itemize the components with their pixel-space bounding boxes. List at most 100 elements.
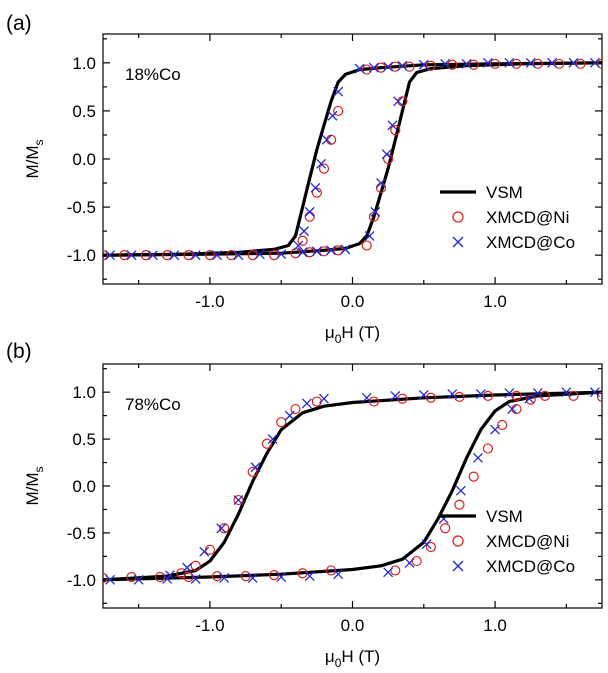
legend-swatch-ni (452, 211, 464, 223)
xmcd-co-point (393, 96, 404, 107)
y-tick-label: 1.0 (72, 383, 96, 402)
xmcd-ni-point (290, 403, 301, 415)
xmcd-co-point (340, 244, 351, 255)
chart-panel-1: (b) -1.0 0.0 1.0 -1.0 -0.5 0.0 0.5 1.0 μ0H (T) M/M… (6, 340, 603, 670)
xmcd-ni-point (390, 125, 401, 136)
composition-annotation: 78%Co (125, 395, 181, 414)
xmcd-co-point (447, 389, 458, 399)
panel-label: (b) (6, 340, 32, 363)
legend-label: XMCD@Ni (486, 532, 569, 551)
xmcd-ni-point (318, 246, 330, 257)
xmcd-ni-point (190, 560, 201, 571)
y-tick-label: -0.5 (67, 524, 96, 543)
x-axis-label: μ0H (T) (325, 323, 380, 346)
xmcd-co-point (169, 250, 180, 261)
xmcd-co-point (383, 567, 394, 578)
xmcd-co-point (524, 393, 535, 404)
xmcd-co-point (304, 206, 315, 217)
xmcd-co-point (254, 249, 265, 260)
legend-swatch-co (452, 236, 464, 248)
chart-panel-0: (a) -1.0 0.0 1.0 -1.0 -0.5 0.0 0.5 1.0 μ0H (T) M/M… (6, 12, 603, 346)
xmcd-co-point (233, 495, 244, 506)
xmcd-co-point (507, 404, 518, 415)
xmcd-co-point (376, 178, 386, 188)
xmcd-co-point (354, 63, 365, 74)
plot-area (103, 57, 602, 261)
xmcd-ni-point (497, 419, 508, 431)
xmcd-co-point (504, 388, 515, 399)
legend-label: XMCD@Co (486, 233, 575, 252)
xmcd-co-point (267, 434, 278, 445)
xmcd-ni-point (525, 394, 536, 405)
vsm-line-descending (103, 390, 602, 582)
xmcd-ni-point (390, 565, 401, 576)
xmcd-co-point (133, 574, 144, 585)
xmcd-co-point (299, 226, 309, 237)
xmcd-co-point (404, 557, 415, 568)
y-tick-label: -0.5 (67, 198, 96, 217)
y-axis-label: M/Ms (23, 139, 46, 178)
xmcd-co-point (589, 387, 600, 398)
xmcd-ni-point (440, 523, 451, 534)
xmcd-ni-point (103, 250, 109, 261)
xmcd-co-point (504, 57, 515, 68)
xmcd-co-point (370, 206, 381, 217)
xmcd-ni-point (447, 59, 458, 70)
xmcd-co-point (105, 250, 116, 261)
xmcd-ni-point (383, 153, 394, 165)
xmcd-ni-point (489, 58, 501, 69)
xmcd-ni-point (404, 61, 415, 72)
xmcd-co-point (475, 389, 486, 399)
xmcd-co-point (383, 61, 394, 72)
x-axis-label: μ0H (T) (325, 647, 380, 668)
xmcd-co-point (473, 452, 483, 463)
xmcd-co-point (190, 573, 201, 584)
xmcd-ni-point (261, 438, 273, 449)
y-tick-label: 0.0 (72, 150, 96, 169)
xmcd-co-point (418, 59, 429, 70)
x-tick-label: -1.0 (195, 292, 224, 311)
xmcd-ni-point (425, 541, 437, 553)
xmcd-ni-point (390, 61, 401, 72)
xmcd-ni-point (511, 403, 522, 415)
xmcd-co-point (461, 58, 472, 69)
xmcd-co-point (364, 230, 375, 241)
xmcd-co-point (321, 134, 332, 145)
xmcd-co-point (216, 523, 227, 534)
xmcd-co-point (326, 245, 337, 256)
xmcd-co-point (333, 569, 344, 580)
xmcd-co-point (247, 573, 258, 583)
xmcd-co-point (276, 249, 287, 260)
xmcd-co-point (297, 247, 308, 258)
xmcd-co-point (327, 110, 338, 121)
xmcd-co-point (482, 57, 493, 68)
xmcd-co-point (333, 86, 344, 97)
xmcd-co-point (532, 388, 543, 399)
xmcd-co-point (293, 240, 304, 251)
xmcd-co-point (105, 574, 116, 585)
xmcd-co-point (212, 250, 223, 261)
xmcd-co-point (547, 57, 558, 68)
y-tick-label: -1.0 (67, 246, 96, 265)
x-tick-label: -1.0 (195, 616, 224, 635)
xmcd-ni-point (326, 565, 337, 576)
xmcd-ni-point (468, 471, 479, 482)
xmcd-ni-point (532, 58, 543, 69)
xmcd-co-point (147, 250, 158, 261)
xmcd-ni-point (304, 211, 315, 222)
xmcd-co-point (440, 58, 451, 69)
xmcd-co-point (361, 392, 372, 403)
panel-label: (a) (6, 12, 32, 35)
xmcd-ni-point (511, 58, 522, 69)
xmcd-co-point (421, 539, 432, 550)
xmcd-co-point (390, 390, 401, 401)
xmcd-ni-point (368, 211, 379, 222)
xmcd-ni-point (268, 250, 280, 261)
xmcd-ni-point (204, 250, 216, 261)
xmcd-co-point (250, 462, 261, 473)
xmcd-ni-point (375, 62, 387, 73)
y-tick-label: 0.5 (72, 430, 96, 449)
xmcd-co-point (310, 182, 321, 193)
xmcd-co-point (368, 62, 379, 73)
xmcd-ni-point (568, 390, 579, 402)
